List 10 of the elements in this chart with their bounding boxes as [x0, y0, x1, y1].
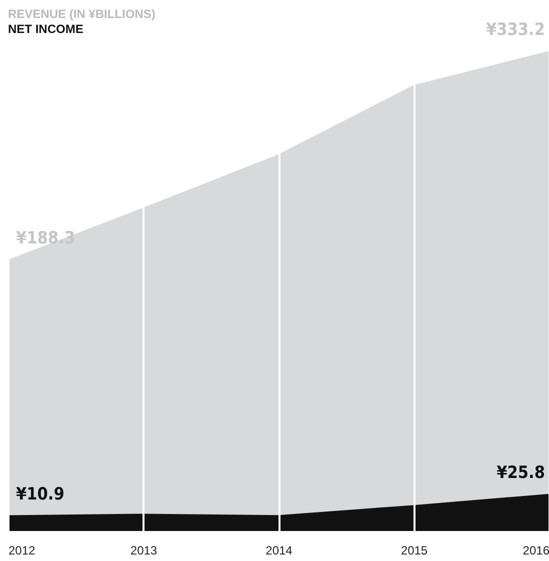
- x-tick-label: 2015: [400, 544, 428, 558]
- x-tick-label: 2012: [8, 544, 36, 558]
- data-label: ¥25.8: [496, 462, 545, 483]
- x-tick-label: 2013: [130, 544, 158, 558]
- text: REVENUE (IN ¥BILLIONS): [8, 7, 156, 21]
- data-label: ¥10.9: [16, 484, 64, 504]
- data-label: ¥333.2: [486, 20, 545, 40]
- x-tick-label: 2014: [266, 544, 293, 558]
- text: NET INCOME: [8, 22, 84, 36]
- x-tick-label: 2016: [522, 544, 549, 558]
